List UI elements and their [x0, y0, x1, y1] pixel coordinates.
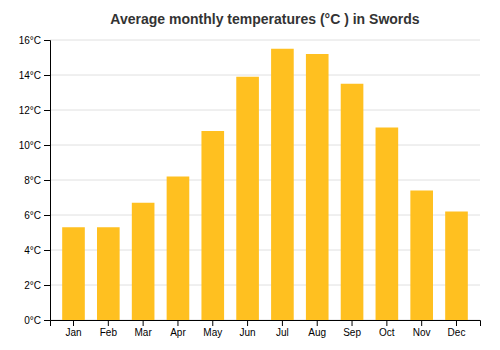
x-tick-mark	[108, 320, 109, 326]
plot-area: 0°C 2°C 4°C 6°C 8°C 10°C 12°C 14°C 16°C Jan Feb Mar…	[19, 35, 481, 338]
x-tick: Feb	[100, 320, 118, 338]
bar	[445, 212, 468, 321]
bar	[132, 203, 155, 320]
y-axis-line	[44, 41, 51, 321]
y-tick: 8°C	[24, 175, 50, 186]
x-tick-mark	[282, 320, 283, 326]
y-tick-label: 0°C	[24, 315, 41, 326]
x-tick-label: Dec	[448, 327, 466, 338]
chart-title: Average monthly temperatures (°C ) in Sw…	[110, 11, 419, 27]
x-tick-mark	[212, 320, 213, 326]
x-tick-label: Apr	[170, 327, 186, 338]
y-tick-mark	[44, 250, 50, 251]
x-axis: Jan Feb Mar Apr May Jun Jul Aug Sep Oct Nov Dec	[51, 320, 481, 338]
y-tick-mark	[44, 75, 50, 76]
grid-line	[50, 75, 480, 76]
y-tick-label: 16°C	[19, 35, 41, 46]
y-tick: 6°C	[24, 210, 50, 221]
x-tick-label: Jul	[276, 327, 289, 338]
y-tick-label: 10°C	[19, 140, 41, 151]
bar	[341, 84, 364, 320]
y-tick-label: 4°C	[24, 245, 41, 256]
y-tick: 0°C	[24, 315, 50, 326]
grid-line	[50, 110, 480, 111]
bar	[271, 49, 294, 320]
y-axis: 0°C 2°C 4°C 6°C 8°C 10°C 12°C 14°C 16°C	[19, 35, 51, 326]
bar	[97, 227, 120, 320]
x-tick: Sep	[343, 320, 361, 338]
y-tick: 14°C	[19, 70, 50, 81]
grid	[50, 40, 480, 320]
x-tick: Nov	[413, 320, 431, 338]
y-tick: 2°C	[24, 280, 50, 291]
y-tick-mark	[44, 180, 50, 181]
y-tick-label: 8°C	[24, 175, 41, 186]
x-tick: Mar	[135, 320, 153, 338]
x-tick-label: Oct	[379, 327, 395, 338]
y-tick: 12°C	[19, 105, 50, 116]
x-tick: Jan	[65, 320, 81, 338]
x-tick-label: May	[203, 327, 222, 338]
x-tick-mark	[421, 320, 422, 326]
y-tick: 16°C	[19, 35, 50, 46]
x-tick-label: Aug	[308, 327, 326, 338]
x-tick: Apr	[170, 320, 186, 338]
grid-line	[50, 180, 480, 181]
x-tick: Dec	[448, 320, 466, 338]
y-tick-label: 2°C	[24, 280, 41, 291]
x-tick-mark	[456, 320, 457, 326]
x-tick-label: Jun	[240, 327, 256, 338]
x-axis-line	[51, 321, 481, 327]
x-tick-label: Mar	[135, 327, 153, 338]
x-tick-mark	[386, 320, 387, 326]
bar	[306, 54, 329, 320]
x-tick-mark	[143, 320, 144, 326]
x-tick: Aug	[308, 320, 326, 338]
x-tick: Jun	[240, 320, 256, 338]
y-tick-label: 6°C	[24, 210, 41, 221]
x-tick-mark	[177, 320, 178, 326]
bar	[236, 77, 259, 320]
x-tick-mark	[317, 320, 318, 326]
bar	[410, 191, 433, 321]
y-tick-label: 14°C	[19, 70, 41, 81]
bar	[167, 177, 190, 321]
grid-line	[50, 40, 480, 41]
bar	[62, 227, 85, 320]
y-tick-mark	[44, 40, 50, 41]
x-tick-label: Feb	[100, 327, 118, 338]
x-tick-label: Nov	[413, 327, 431, 338]
bars	[62, 49, 468, 320]
y-tick-label: 12°C	[19, 105, 41, 116]
x-tick-mark	[247, 320, 248, 326]
chart-container: 0°C 2°C 4°C 6°C 8°C 10°C 12°C 14°C 16°C Jan Feb Mar…	[0, 0, 500, 350]
x-tick-label: Sep	[343, 327, 361, 338]
x-tick-mark	[73, 320, 74, 326]
bar	[201, 131, 224, 320]
y-tick: 4°C	[24, 245, 50, 256]
x-tick-mark	[352, 320, 353, 326]
x-tick: Jul	[276, 320, 289, 338]
y-tick-mark	[44, 110, 50, 111]
grid-line	[50, 145, 480, 146]
y-tick-mark	[44, 285, 50, 286]
x-tick: May	[203, 320, 222, 338]
x-tick: Oct	[379, 320, 395, 338]
x-tick-label: Jan	[65, 327, 81, 338]
y-tick: 10°C	[19, 140, 50, 151]
y-tick-mark	[44, 320, 50, 321]
y-tick-mark	[44, 145, 50, 146]
chart-svg: 0°C 2°C 4°C 6°C 8°C 10°C 12°C 14°C 16°C Jan Feb Mar…	[0, 0, 500, 350]
bar	[376, 128, 399, 321]
y-tick-mark	[44, 215, 50, 216]
